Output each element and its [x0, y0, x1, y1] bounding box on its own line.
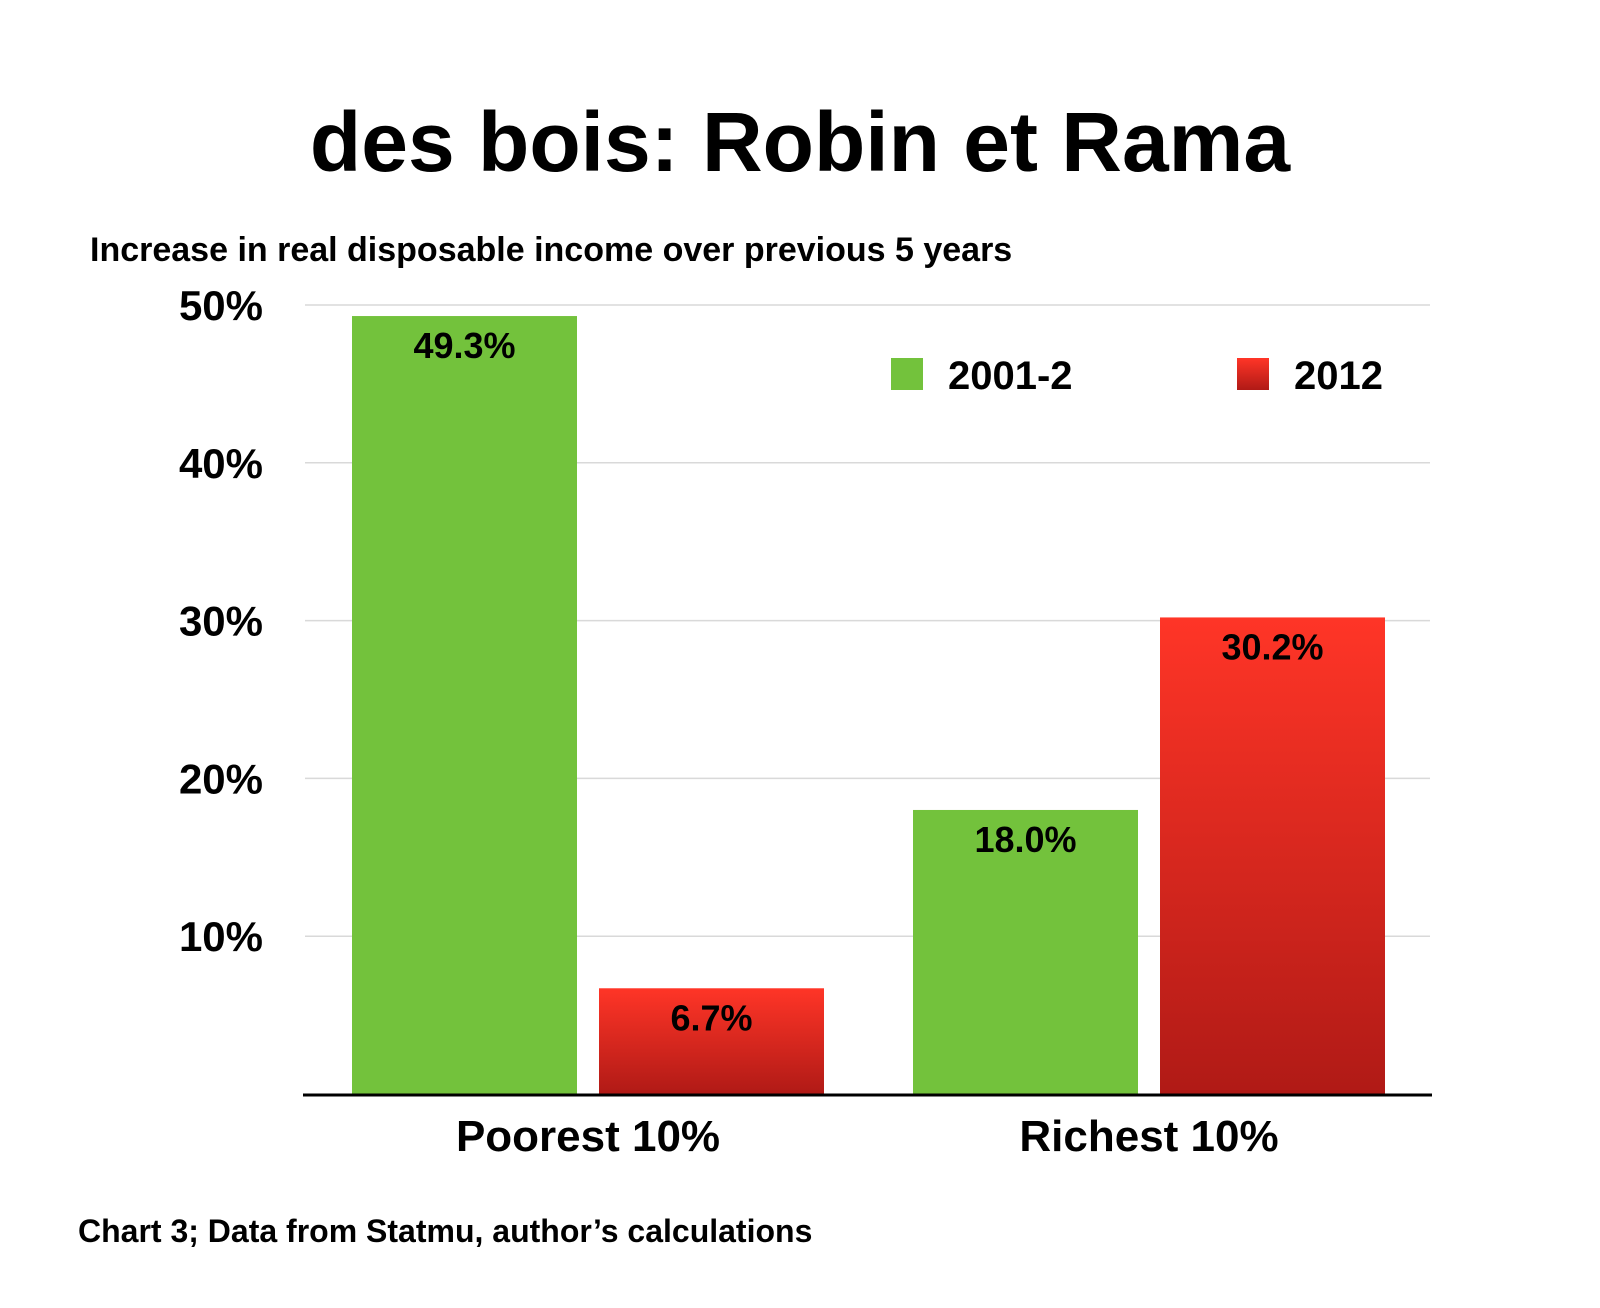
bar-2001-2-richest [913, 809, 1138, 1094]
y-axis-ticks: 10% 20% 30% 40% 50% [179, 282, 263, 960]
y-tick-label: 30% [179, 598, 263, 645]
data-label: 30.2% [1221, 626, 1323, 667]
data-label: 6.7% [670, 997, 752, 1038]
bars [352, 316, 1385, 1094]
bar-2012-poorest [599, 988, 824, 1094]
x-tick-label: Poorest 10% [456, 1112, 720, 1161]
chart-footnote: Chart 3; Data from Statmu, author’s calc… [78, 1213, 813, 1249]
x-axis-ticks: Poorest 10% Richest 10% [456, 1112, 1279, 1161]
legend-label: 2001-2 [948, 354, 1073, 398]
legend: 2001-2 2012 [891, 354, 1383, 398]
data-labels: 49.3% 6.7% 18.0% 30.2% [413, 325, 1323, 1038]
y-tick-label: 50% [179, 282, 263, 329]
y-tick-label: 20% [179, 755, 263, 802]
bar-2001-2-poorest [352, 316, 577, 1094]
legend-label: 2012 [1294, 354, 1383, 398]
data-label: 49.3% [413, 325, 515, 366]
legend-swatch [1237, 358, 1269, 390]
y-tick-label: 10% [179, 913, 263, 960]
y-tick-label: 40% [179, 440, 263, 487]
chart-title: des bois: Robin et Rama [309, 95, 1291, 189]
bar-2012-richest [1160, 617, 1385, 1094]
x-tick-label: Richest 10% [1019, 1112, 1278, 1161]
data-label: 18.0% [974, 819, 1076, 860]
legend-swatch [891, 358, 923, 390]
chart-subtitle: Increase in real disposable income over … [90, 231, 1013, 269]
